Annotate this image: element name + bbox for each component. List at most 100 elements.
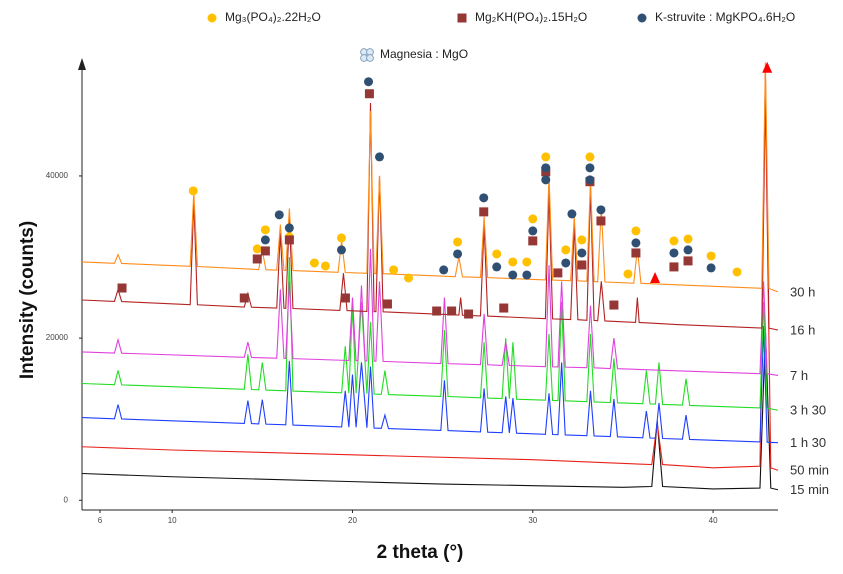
- pattern-line: [81, 62, 779, 293]
- phase-marker: [631, 238, 641, 248]
- x-tick-label: 6: [98, 516, 103, 525]
- phase-marker: [561, 245, 571, 255]
- pattern-line: [81, 248, 779, 376]
- legend-label: Magnesia : MgO: [380, 47, 468, 61]
- legend-icon-part: [366, 54, 374, 62]
- x-tick-label: 30: [528, 516, 537, 525]
- phase-marker: [382, 299, 392, 309]
- series-label: 30 h: [790, 284, 815, 299]
- phase-marker: [239, 293, 249, 303]
- x-tick-label: 40: [709, 516, 718, 525]
- phase-marker: [522, 270, 532, 280]
- legend-icon: [360, 48, 374, 62]
- phase-marker: [528, 226, 538, 236]
- series-label: 15 min: [790, 482, 829, 497]
- phase-marker: [499, 303, 509, 313]
- phase-marker: [508, 270, 518, 280]
- phase-marker: [577, 248, 587, 258]
- phase-marker: [631, 248, 641, 258]
- phase-marker: [389, 265, 399, 275]
- phase-marker: [320, 261, 330, 271]
- x-axis-title: 2 theta (°): [377, 542, 464, 563]
- phase-marker: [252, 244, 262, 254]
- phase-marker: [669, 236, 679, 246]
- phase-marker: [464, 309, 474, 319]
- phase-marker: [596, 205, 606, 215]
- phase-marker: [284, 235, 294, 245]
- series-label: 3 h 30: [790, 403, 826, 418]
- phase-marker: [453, 237, 463, 247]
- phase-marker: [585, 163, 595, 173]
- phase-marker: [508, 257, 518, 267]
- phase-marker: [439, 265, 449, 275]
- phase-marker: [683, 245, 693, 255]
- phase-marker: [274, 210, 284, 220]
- phase-marker: [404, 273, 414, 283]
- y-tick-label: 40000: [46, 171, 69, 180]
- phase-marker: [479, 193, 489, 203]
- phase-marker: [650, 271, 661, 283]
- phase-marker: [683, 256, 693, 266]
- series-label: 7 h: [790, 368, 808, 383]
- phase-marker: [706, 263, 716, 273]
- phase-marker: [553, 268, 563, 278]
- phase-marker: [252, 254, 262, 264]
- phase-marker: [541, 175, 551, 185]
- phase-marker: [528, 214, 538, 224]
- pattern-line: [81, 257, 779, 411]
- phase-marker: [260, 235, 270, 245]
- phase-marker: [609, 300, 619, 310]
- pattern-line: [81, 70, 779, 331]
- phase-marker: [732, 267, 742, 277]
- legend-icon: [457, 13, 467, 23]
- phase-marker: [309, 258, 319, 268]
- phase-marker: [762, 61, 773, 73]
- legend-icon: [637, 13, 647, 23]
- phase-marker: [492, 249, 502, 259]
- phase-marker: [669, 262, 679, 272]
- pattern-line: [81, 325, 779, 444]
- phase-marker: [522, 257, 532, 267]
- x-tick-label: 20: [348, 516, 357, 525]
- series-label: 1 h 30: [790, 435, 826, 450]
- phase-marker: [260, 246, 270, 256]
- phase-marker: [528, 236, 538, 246]
- legend-label: Mg₂KH(PO₄)₂.15H₂O: [475, 10, 587, 24]
- phase-marker: [577, 235, 587, 245]
- phase-marker: [631, 226, 641, 236]
- series-label: 50 min: [790, 463, 829, 478]
- phase-marker: [479, 207, 489, 217]
- phase-marker: [561, 258, 571, 268]
- phase-marker: [585, 152, 595, 162]
- phase-marker: [706, 251, 716, 261]
- legend-label: Mg₃(PO₄)₂.22H₂O: [225, 10, 321, 24]
- phase-marker: [188, 186, 198, 196]
- phase-marker: [336, 233, 346, 243]
- phase-marker: [375, 152, 385, 162]
- phase-marker: [541, 152, 551, 162]
- phase-marker: [541, 163, 551, 173]
- phase-marker: [577, 260, 587, 270]
- y-tick-label: 0: [64, 495, 69, 504]
- phase-marker: [683, 234, 693, 244]
- phase-marker: [117, 283, 127, 293]
- y-axis-arrow: [78, 58, 86, 70]
- phase-marker: [453, 249, 463, 259]
- phase-marker: [669, 248, 679, 258]
- phase-marker: [492, 262, 502, 272]
- legend-label: K-struvite : MgKPO₄.6H₂O: [655, 10, 795, 24]
- phase-marker: [623, 269, 633, 279]
- phase-marker: [364, 89, 374, 99]
- phase-marker: [432, 306, 442, 316]
- x-tick-label: 10: [168, 516, 177, 525]
- y-tick-label: 20000: [46, 333, 69, 342]
- pattern-line: [81, 94, 779, 471]
- phase-marker: [340, 293, 350, 303]
- y-axis-title: Intensity (counts): [17, 221, 38, 379]
- phase-marker: [447, 306, 457, 316]
- phase-marker: [284, 223, 294, 233]
- phase-marker: [585, 175, 595, 185]
- phase-marker: [567, 209, 577, 219]
- phase-marker: [336, 245, 346, 255]
